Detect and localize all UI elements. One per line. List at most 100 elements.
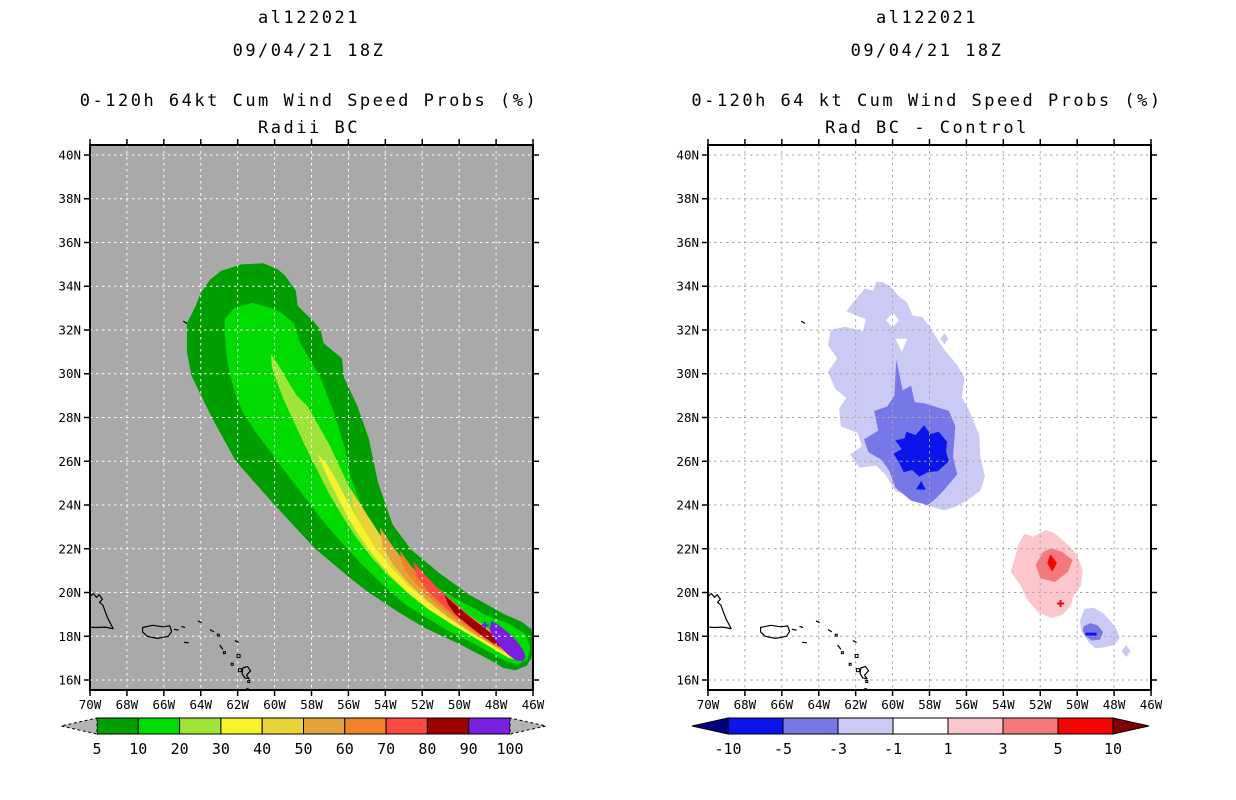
colorbar-segment bbox=[137, 717, 181, 735]
island-dot bbox=[237, 668, 242, 673]
colorbar-arrow bbox=[691, 717, 729, 735]
island-dot bbox=[840, 651, 844, 655]
colorbar bbox=[60, 717, 547, 735]
contour-band bbox=[444, 594, 505, 648]
x-tick-label: 58W bbox=[300, 697, 323, 712]
island-dot bbox=[236, 653, 241, 658]
y-tick-label: 24N bbox=[676, 498, 699, 513]
coastline bbox=[142, 624, 173, 639]
contour-band bbox=[940, 333, 949, 345]
colorbar-labels: -10 -5 -3 -1 1 3 5 10 bbox=[714, 740, 1122, 758]
coastline bbox=[852, 640, 857, 643]
x-tick-label: 56W bbox=[337, 697, 360, 712]
colorbar-tick-label: 100 bbox=[496, 740, 523, 758]
y-tick-label: 28N bbox=[58, 410, 81, 425]
y-tick-label: 18N bbox=[676, 629, 699, 644]
wind-prob-diff-map: 70W 68W 66W 64W 62W 60W 58W 56W 54W 52W 50W 48W 46W 4… bbox=[676, 139, 1163, 758]
colorbar-arrow bbox=[509, 717, 547, 735]
x-tick-label: 62W bbox=[844, 697, 867, 712]
colorbar bbox=[691, 717, 1150, 735]
colorbar-tick-label: 50 bbox=[294, 740, 312, 758]
coastline bbox=[90, 593, 114, 630]
x-tick-label: 52W bbox=[1029, 697, 1052, 712]
y-axis-labels: 40N 38N 36N 34N 32N 30N 28N 26N 24N 22N 20N 18N 16N bbox=[676, 147, 699, 687]
grid-lines bbox=[90, 145, 533, 690]
x-tick-label: 48W bbox=[485, 697, 508, 712]
y-tick-label: 36N bbox=[58, 235, 81, 250]
coastlines bbox=[90, 320, 252, 690]
contour-band bbox=[1047, 554, 1057, 572]
x-tick-label: 60W bbox=[881, 697, 904, 712]
y-tick-label: 38N bbox=[58, 191, 81, 206]
x-tick-label: 54W bbox=[992, 697, 1015, 712]
x-tick-label: 70W bbox=[697, 697, 720, 712]
island-dot bbox=[222, 651, 226, 655]
colorbar-segment bbox=[303, 717, 346, 735]
x-tick-label: 50W bbox=[1066, 697, 1089, 712]
y-axis-labels: 40N 38N 36N 34N 32N 30N 28N 26N 24N 22N 20N 18N 16N bbox=[58, 147, 81, 687]
y-tick-label: 16N bbox=[58, 673, 81, 688]
x-tick-label: 46W bbox=[522, 697, 545, 712]
coastline bbox=[708, 593, 732, 630]
colorbar-segment bbox=[385, 717, 428, 735]
right-caption: Rad BC - Control bbox=[825, 118, 1029, 138]
x-tick-label: 46W bbox=[1140, 697, 1163, 712]
colorbar-tick-label: -1 bbox=[884, 740, 902, 758]
colorbar-segment bbox=[947, 717, 1004, 735]
island-dot bbox=[848, 662, 852, 666]
colorbar-tick-label: 10 bbox=[1104, 740, 1122, 758]
x-tick-label: 66W bbox=[771, 697, 794, 712]
coastline bbox=[815, 620, 820, 624]
x-tick-label: 60W bbox=[263, 697, 286, 712]
axis-ticks bbox=[84, 139, 539, 696]
storm-id: al122021 bbox=[876, 8, 978, 28]
contour-band bbox=[893, 425, 949, 477]
y-tick-label: 40N bbox=[676, 147, 699, 162]
right-panel-difference: al122021 09/04/21 18Z 0-120h 64 kt Cum W… bbox=[618, 0, 1236, 800]
x-tick-label: 50W bbox=[448, 697, 471, 712]
extrema-markers bbox=[481, 621, 489, 629]
x-tick-label: 48W bbox=[1103, 697, 1126, 712]
y-tick-label: 36N bbox=[676, 235, 699, 250]
colorbar-tick-label: 10 bbox=[129, 740, 147, 758]
contour-band bbox=[1121, 645, 1131, 657]
coastline bbox=[181, 625, 186, 629]
contour-bands bbox=[186, 263, 533, 671]
colorbar-tick-label: 3 bbox=[998, 740, 1007, 758]
colorbar-segment bbox=[220, 717, 263, 735]
x-tick-label: 54W bbox=[374, 697, 397, 712]
right-subtitle: 0-120h 64 kt Cum Wind Speed Probs (%) bbox=[691, 91, 1163, 111]
coastline bbox=[791, 628, 797, 631]
island-dot bbox=[216, 633, 220, 637]
colorbar-arrow bbox=[60, 717, 98, 735]
colorbar-tick-label: 1 bbox=[943, 740, 952, 758]
colorbar-tick-label: -10 bbox=[714, 740, 741, 758]
coastline bbox=[173, 628, 179, 631]
coastline bbox=[241, 665, 252, 680]
colorbar-segment bbox=[426, 717, 470, 735]
init-time: 09/04/21 18Z bbox=[850, 41, 1004, 61]
init-time: 09/04/21 18Z bbox=[232, 41, 386, 61]
wind-prob-map: 70W 68W 66W 64W 62W 60W 58W 56W 54W 52W 50W 48W 46W 4… bbox=[58, 139, 547, 758]
coastline bbox=[209, 629, 215, 633]
y-tick-label: 40N bbox=[58, 147, 81, 162]
y-tick-label: 18N bbox=[58, 629, 81, 644]
y-tick-label: 30N bbox=[58, 366, 81, 381]
island-dot bbox=[854, 653, 859, 658]
colorbar-segment bbox=[344, 717, 387, 735]
colorbar-segment bbox=[261, 717, 305, 735]
colorbar-labels: 5 10 20 30 40 50 60 70 80 90 100 bbox=[92, 740, 523, 758]
x-tick-label: 68W bbox=[734, 697, 757, 712]
extrema-markers bbox=[1057, 599, 1097, 636]
x-tick-label: 66W bbox=[153, 697, 176, 712]
y-tick-label: 22N bbox=[676, 541, 699, 556]
map-frame bbox=[702, 139, 1157, 696]
coastline bbox=[760, 624, 791, 639]
colorbar-segment bbox=[1002, 717, 1059, 735]
colorbar-arrow bbox=[1112, 717, 1150, 735]
left-subtitle: 0-120h 64kt Cum Wind Speed Probs (%) bbox=[79, 91, 539, 111]
contour-band bbox=[489, 620, 526, 662]
coastline bbox=[197, 620, 202, 624]
colorbar-segment bbox=[892, 717, 949, 735]
x-tick-label: 52W bbox=[411, 697, 434, 712]
